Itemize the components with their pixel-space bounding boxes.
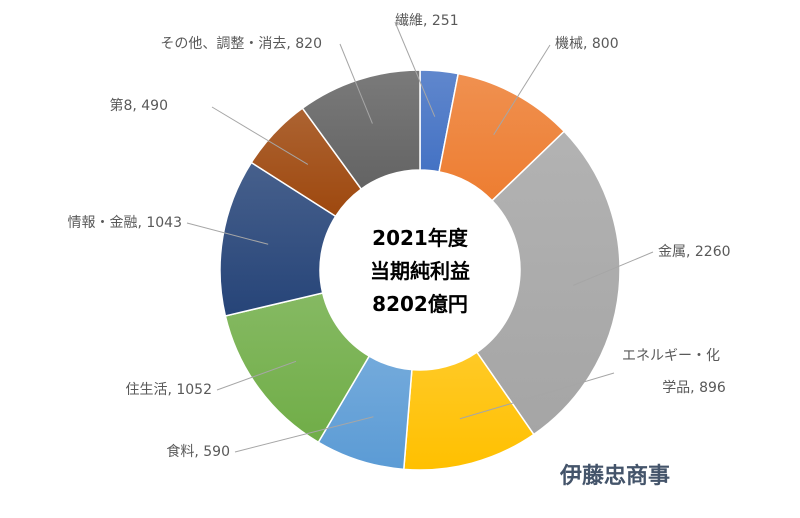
leader-line: [186, 222, 269, 245]
slice-label: 学品, 896: [662, 380, 726, 396]
leader-line: [459, 372, 615, 420]
slice-label: 機械, 800: [555, 36, 619, 52]
leader-line: [216, 360, 297, 391]
leader-line: [394, 21, 436, 117]
donut-hole: [320, 170, 520, 370]
leader-line: [234, 416, 374, 453]
leader-line: [573, 251, 654, 286]
slice-label: 金属, 2260: [658, 244, 731, 260]
slice-label: 住生活, 1052: [125, 382, 212, 398]
leader-line: [211, 106, 309, 165]
slice-label: 食料, 590: [166, 443, 230, 460]
leader-line: [493, 44, 551, 136]
slice-label: その他、調整・消去, 820: [160, 36, 322, 52]
slice-label: エネルギー・化: [622, 348, 720, 364]
leader-line: [339, 43, 373, 124]
slice-label: 情報・金融, 1043: [67, 215, 182, 231]
slice-label: 繊維, 251: [395, 13, 459, 29]
slice-label: 第8, 490: [109, 97, 168, 114]
company-name: 伊藤忠商事: [560, 464, 671, 489]
center-text-line-3: 8202億円: [372, 292, 468, 316]
center-text-line-1: 2021年度: [372, 226, 469, 250]
center-text-line-2: 当期純利益: [370, 259, 470, 283]
